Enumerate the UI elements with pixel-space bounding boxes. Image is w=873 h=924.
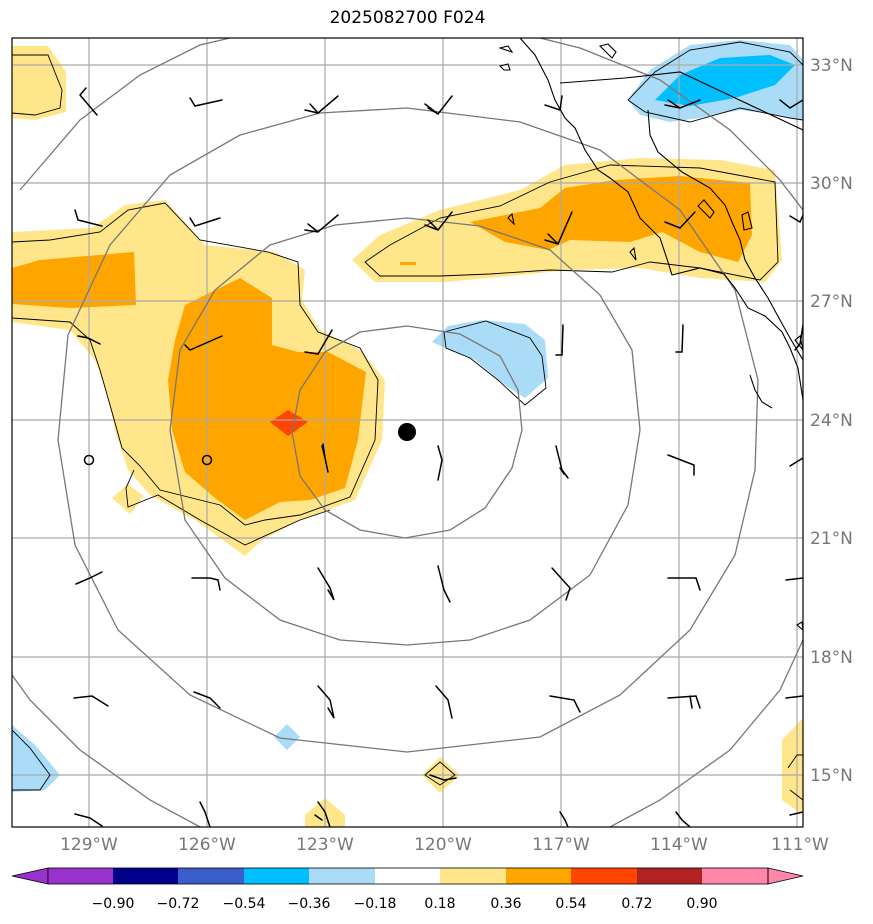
lat-label-18n: 18°N	[810, 648, 853, 668]
colorbar-tick-1: −0.90	[92, 896, 135, 912]
lon-gridlines	[88, 38, 798, 827]
lat-axis-labels: 33°N 30°N 27°N 24°N 21°N 18°N 15°N	[810, 56, 853, 786]
lat-label-24n: 24°N	[810, 411, 853, 431]
colorbar: −0.90 −0.72 −0.54 −0.36 −0.18 0.18 0.36 …	[11, 867, 804, 912]
neg-anomaly-small	[274, 724, 300, 750]
lat-label-30n: 30°N	[810, 174, 853, 194]
neg-anomaly-east-of-center	[432, 320, 548, 398]
colorbar-tick-8: 0.54	[555, 896, 586, 912]
colorbar-extend-low	[11, 867, 49, 885]
colorbar-extend-high	[767, 867, 804, 885]
colorbar-bin-5	[309, 868, 375, 884]
lon-label-123w: 123°W	[296, 835, 354, 855]
range-rings	[12, 38, 803, 827]
lon-label-120w: 120°W	[414, 835, 472, 855]
colorbar-tick-2: −0.72	[157, 896, 200, 912]
pos-anomaly-peak	[270, 410, 308, 436]
storm-center-marker	[398, 423, 416, 441]
neg-anomaly-northeast-core	[655, 55, 795, 106]
pos-anomaly-northeast-core	[470, 176, 752, 262]
colorbar-bin-2	[113, 868, 178, 884]
lat-label-33n: 33°N	[810, 56, 853, 76]
colorbar-tick-4: −0.36	[288, 896, 331, 912]
colorbar-bin-10	[637, 868, 702, 884]
anomaly-contours	[12, 41, 803, 801]
lon-axis-labels: 129°W 126°W 123°W 120°W 117°W 114°W 111°…	[60, 835, 829, 855]
colorbar-frame	[47, 867, 769, 885]
lat-label-15n: 15°N	[810, 766, 853, 786]
map-plot-area	[12, 38, 803, 827]
map-frame	[11, 37, 804, 828]
colorbar-tick-9: 0.72	[621, 896, 652, 912]
map-title: 2025082700 F024	[329, 8, 486, 28]
pos-anomaly-west-blob	[112, 484, 144, 514]
colorbar-bin-3	[178, 868, 244, 884]
colorbar-bin-7	[440, 868, 506, 884]
colorbar-bin-8	[506, 868, 571, 884]
coastline	[498, 38, 803, 631]
lon-label-129w: 129°W	[60, 835, 118, 855]
lon-label-117w: 117°W	[532, 835, 590, 855]
lon-label-126w: 126°W	[178, 835, 236, 855]
lat-label-21n: 21°N	[810, 529, 853, 549]
colorbar-tick-5: −0.18	[354, 896, 397, 912]
wind-barbs	[73, 87, 803, 827]
colorbar-tick-3: −0.54	[223, 896, 266, 912]
pos-anomaly-southeast-edge	[782, 718, 803, 815]
colorbar-bin-11	[702, 868, 768, 884]
pos-anomaly-west-strip	[12, 252, 136, 308]
colorbar-tick-7: 0.36	[490, 896, 521, 912]
lon-label-111w: 111°W	[771, 835, 829, 855]
colorbar-bin-1	[48, 868, 113, 884]
lat-label-27n: 27°N	[810, 292, 853, 312]
colorbar-tick-10: 0.90	[686, 896, 717, 912]
lon-label-114w: 114°W	[650, 835, 708, 855]
colorbar-bin-6	[375, 868, 440, 884]
colorbar-bin-4	[244, 868, 309, 884]
colorbar-bin-9	[571, 868, 637, 884]
colorbar-tick-6: 0.18	[424, 896, 455, 912]
pos-anomaly-small-dash	[400, 262, 416, 265]
